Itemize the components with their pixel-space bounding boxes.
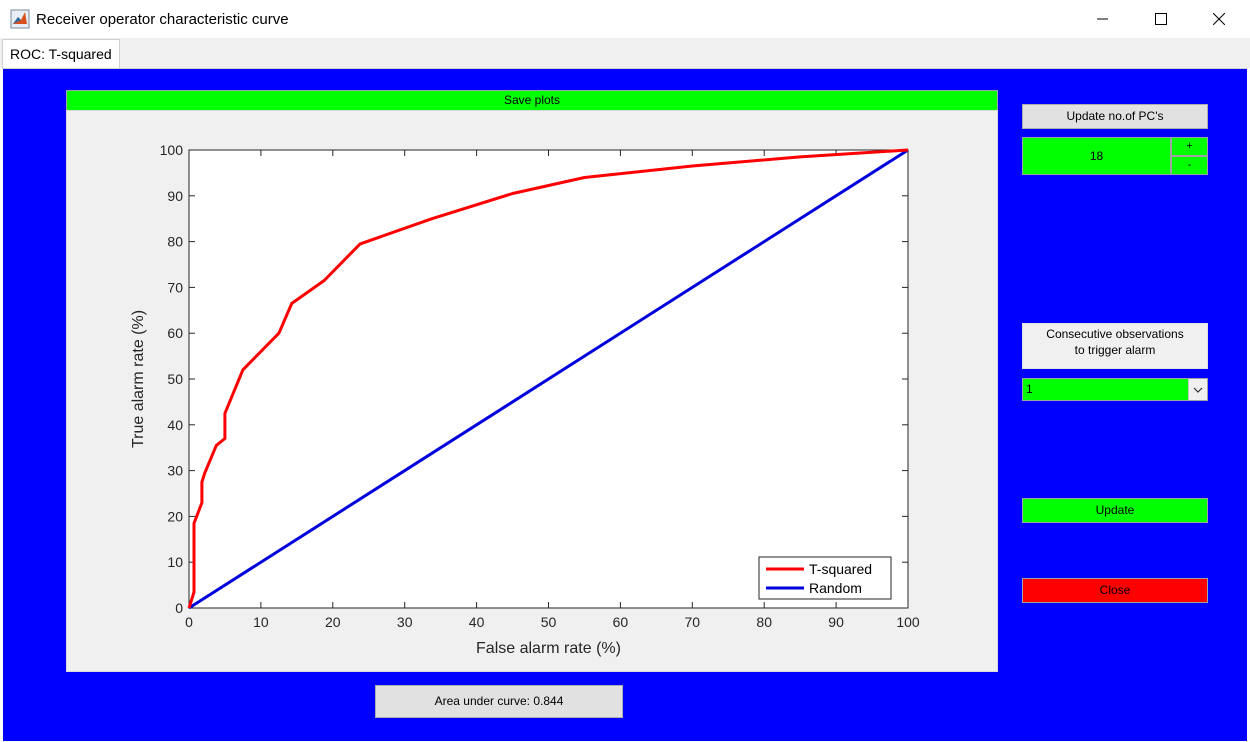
- x-tick-label: 100: [896, 614, 920, 630]
- title-bar: Receiver operator characteristic curve: [0, 0, 1250, 39]
- pcs-increment-button[interactable]: +: [1171, 137, 1208, 156]
- consecutive-label-line2: to trigger alarm: [1074, 343, 1156, 357]
- x-axis-label: False alarm rate (%): [476, 640, 621, 657]
- y-tick-label: 0: [175, 600, 183, 616]
- x-tick-label: 10: [253, 614, 269, 630]
- chevron-down-icon[interactable]: [1188, 379, 1207, 400]
- pcs-count-field[interactable]: 18: [1022, 137, 1171, 175]
- figure-area: Save plots 0 10 20 30 40 50 60 70 80 90 100 0 10 20 30…: [3, 68, 1247, 741]
- tab-strip: ROC: T-squared: [0, 38, 1250, 69]
- minimize-icon: [1097, 18, 1108, 20]
- y-tick-label: 60: [167, 325, 183, 341]
- update-pcs-button[interactable]: Update no.of PC's: [1022, 104, 1208, 129]
- x-tick-label: 80: [756, 614, 772, 630]
- save-plots-button[interactable]: Save plots: [66, 90, 998, 111]
- y-tick-label: 30: [167, 463, 183, 479]
- legend: [758, 556, 892, 600]
- x-tick-label: 50: [541, 614, 557, 630]
- x-tick-label: 40: [469, 614, 485, 630]
- close-button[interactable]: Close: [1022, 578, 1208, 603]
- close-window-button[interactable]: [1190, 0, 1248, 38]
- y-tick-label: 40: [167, 417, 183, 433]
- roc-chart: 0 10 20 30 40 50 60 70 80 90 100 0 10 20 30 40 50 60 70 80 9…: [130, 142, 920, 657]
- consecutive-observations-select[interactable]: 1: [1022, 378, 1208, 401]
- y-tick-label: 80: [167, 234, 183, 250]
- tab-roc-t-squared[interactable]: ROC: T-squared: [2, 39, 120, 69]
- y-tick-label: 100: [160, 142, 184, 158]
- matlab-icon: [10, 9, 30, 29]
- x-tick-label: 30: [397, 614, 413, 630]
- legend-label: Random: [809, 580, 862, 596]
- y-tick-label: 20: [167, 508, 183, 524]
- close-icon: [1213, 13, 1225, 25]
- window-title: Receiver operator characteristic curve: [36, 11, 289, 28]
- minimize-button[interactable]: [1074, 0, 1132, 38]
- x-tick-label: 0: [185, 614, 193, 630]
- x-tick-label: 20: [325, 614, 341, 630]
- plot-panel: 0 10 20 30 40 50 60 70 80 90 100 0 10 20 30 40 50 60 70 80 9…: [66, 110, 998, 672]
- y-tick-label: 90: [167, 188, 183, 204]
- consecutive-observations-label: Consecutive observations to trigger alar…: [1022, 323, 1208, 369]
- maximize-button[interactable]: [1132, 0, 1190, 38]
- pcs-decrement-button[interactable]: -: [1171, 156, 1208, 175]
- y-tick-label: 10: [167, 554, 183, 570]
- y-tick-label: 70: [167, 279, 183, 295]
- x-tick-label: 70: [685, 614, 701, 630]
- select-value: 1: [1026, 382, 1033, 396]
- auc-readout: Area under curve: 0.844: [375, 685, 623, 718]
- y-axis-label: True alarm rate (%): [130, 310, 147, 448]
- y-tick-label: 50: [167, 371, 183, 387]
- update-button[interactable]: Update: [1022, 498, 1208, 523]
- series-line-t-squared: [187, 148, 909, 609]
- maximize-icon: [1155, 13, 1167, 25]
- series-line-random: [188, 148, 909, 610]
- x-tick-label: 60: [613, 614, 629, 630]
- legend-label: T-squared: [809, 561, 872, 577]
- x-tick-label: 90: [828, 614, 844, 630]
- consecutive-label-line1: Consecutive observations: [1046, 327, 1184, 341]
